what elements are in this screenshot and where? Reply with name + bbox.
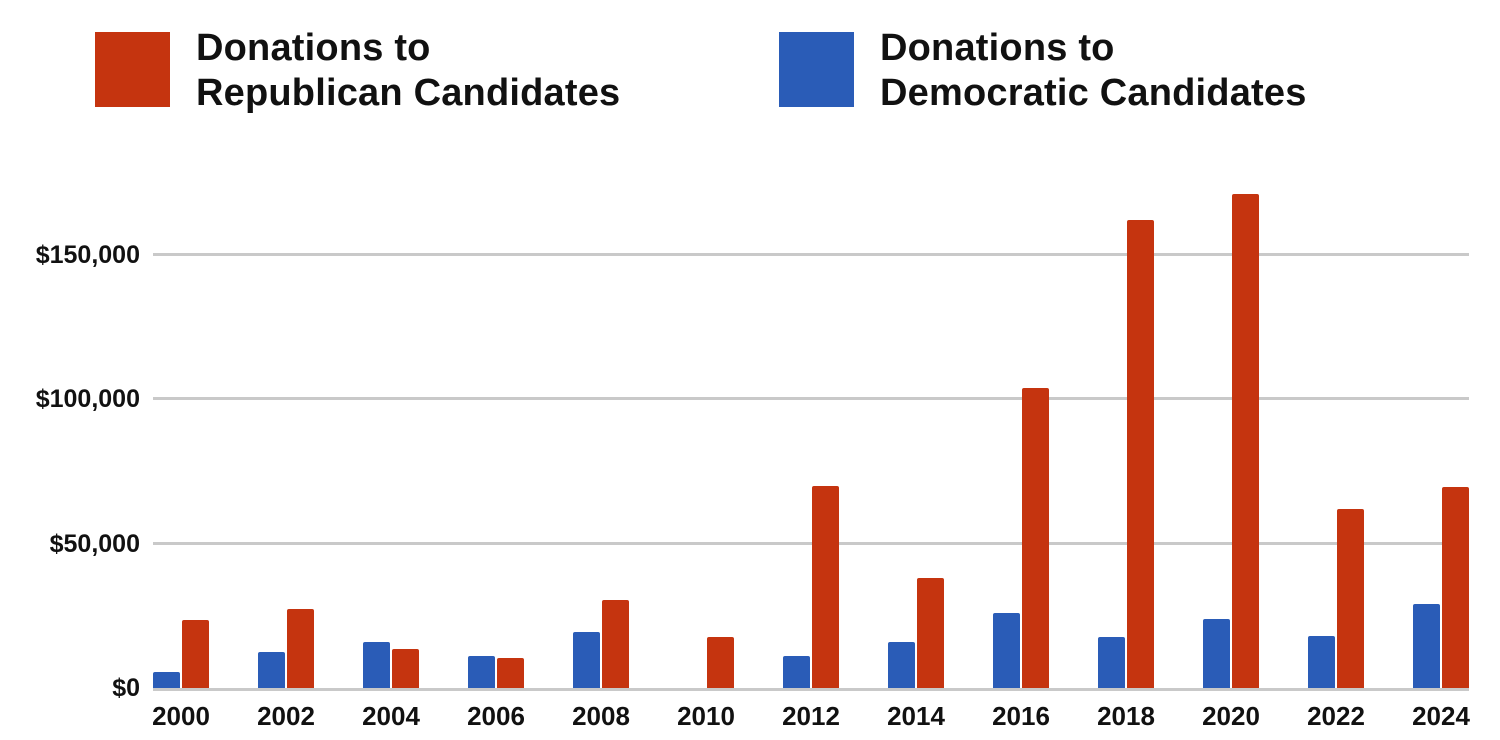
bar-group-2006: 2006 <box>467 168 525 731</box>
bar-group-2002: 2002 <box>257 168 315 731</box>
bar-republican-2000 <box>182 620 209 688</box>
x-axis-label-2002: 2002 <box>257 701 315 731</box>
bar-democratic-2014 <box>888 641 915 688</box>
y-tick-label-150000: $150,000 <box>35 240 140 269</box>
bar-democratic-2004 <box>363 641 390 688</box>
democratic-legend-label-line2: Democratic Candidates <box>880 72 1307 114</box>
bar-democratic-2024 <box>1413 604 1440 688</box>
x-axis-label-2024: 2024 <box>1412 701 1470 731</box>
bar-group-2008: 2008 <box>572 168 630 731</box>
republican-legend-swatch <box>95 32 170 107</box>
bar-group-2010: 2010 <box>677 168 735 731</box>
y-tick-label-50000: $50,000 <box>49 529 140 558</box>
bar-democratic-2006 <box>468 656 495 688</box>
bar-group-2004: 2004 <box>362 168 420 731</box>
bar-democratic-2002 <box>258 651 285 688</box>
bar-republican-2002 <box>287 608 314 688</box>
bar-republican-2018 <box>1127 220 1154 688</box>
plot-area: 2000 2002 2004 2006 2008 2010 2012 2014 2016 2018… <box>152 168 1470 731</box>
x-axis-label-2014: 2014 <box>887 701 945 731</box>
republican-legend-label-line1: Donations to <box>196 27 431 69</box>
x-axis-label-2016: 2016 <box>992 701 1050 731</box>
bar-group-2018: 2018 <box>1097 168 1155 731</box>
bar-democratic-2018 <box>1098 637 1125 688</box>
republican-legend-label-line2: Republican Candidates <box>196 72 621 114</box>
bar-group-2012: 2012 <box>782 168 840 731</box>
bar-democratic-2022 <box>1308 636 1335 688</box>
bar-group-2016: 2016 <box>992 168 1050 731</box>
gridline-50000 <box>153 541 1469 545</box>
gridline-100000 <box>153 397 1469 401</box>
bar-democratic-2016 <box>993 612 1020 688</box>
x-axis-label-2000: 2000 <box>152 701 210 731</box>
bar-republican-2014 <box>917 578 944 688</box>
x-axis-label-2006: 2006 <box>467 701 525 731</box>
x-axis-label-2018: 2018 <box>1097 701 1155 731</box>
bar-republican-2024 <box>1442 487 1469 688</box>
bar-democratic-2012 <box>783 656 810 688</box>
democratic-legend-label: Donations to Democratic Candidates <box>880 26 1307 116</box>
bars-row: 2000 2002 2004 2006 2008 2010 2012 2014 2016 2018… <box>152 168 1470 731</box>
democratic-legend-swatch <box>779 32 854 107</box>
y-tick-label-100000: $100,000 <box>35 385 140 414</box>
legend-item-democratic: Donations to Democratic Candidates <box>779 27 1307 116</box>
bar-group-2022: 2022 <box>1307 168 1365 731</box>
x-axis-label-2010: 2010 <box>677 701 735 731</box>
bar-democratic-2008 <box>573 631 600 688</box>
bar-republican-2020 <box>1232 194 1259 688</box>
bar-republican-2010 <box>707 637 734 688</box>
bar-group-2020: 2020 <box>1202 168 1260 731</box>
y-tick-label-0: $0 <box>112 674 140 702</box>
bar-group-2024: 2024 <box>1412 168 1470 731</box>
x-axis-label-2020: 2020 <box>1202 701 1260 731</box>
bar-republican-2004 <box>392 649 419 688</box>
bar-republican-2016 <box>1022 387 1049 688</box>
legend-item-republican: Donations to Republican Candidates <box>95 27 620 116</box>
x-axis-label-2008: 2008 <box>572 701 630 731</box>
bar-republican-2022 <box>1337 508 1364 688</box>
bar-republican-2006 <box>497 657 524 688</box>
x-axis-label-2004: 2004 <box>362 701 420 731</box>
bar-group-2000: 2000 <box>152 168 210 731</box>
x-axis-label-2022: 2022 <box>1307 701 1365 731</box>
bar-republican-2012 <box>812 485 839 688</box>
bar-group-2014: 2014 <box>887 168 945 731</box>
democratic-legend-label-line1: Donations to <box>880 27 1115 69</box>
bar-democratic-2000 <box>153 672 180 688</box>
republican-legend-label: Donations to Republican Candidates <box>196 26 620 116</box>
bar-republican-2008 <box>602 599 629 688</box>
x-axis-label-2012: 2012 <box>782 701 840 731</box>
bar-democratic-2020 <box>1203 618 1230 688</box>
gridline-150000 <box>153 252 1469 256</box>
